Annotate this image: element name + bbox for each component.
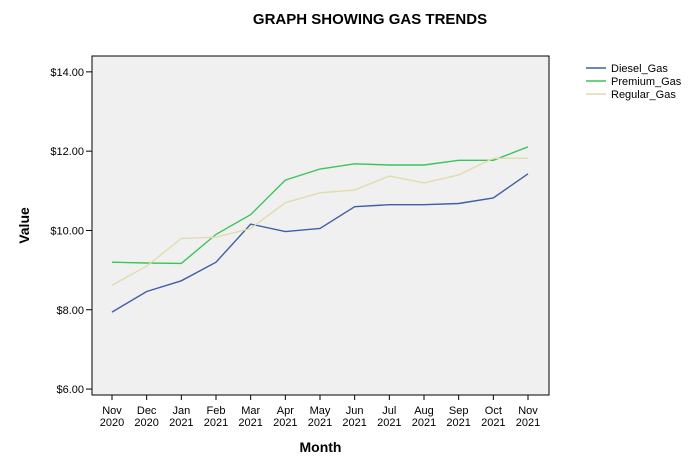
series-line-diesel-gas [111, 173, 529, 313]
y-axis: $6.00 $8.00 $10.00 $12.00 $14.00 [50, 67, 92, 396]
plot-area [91, 55, 550, 396]
x-tick-label-month: Apr [277, 405, 294, 417]
x-tick-label-year: 2020 [134, 417, 158, 429]
legend-label: Premium_Gas [611, 76, 682, 88]
x-tick-label-month: Nov [518, 405, 538, 417]
x-tick-label-year: 2021 [238, 417, 262, 429]
series-line-regular-gas [111, 157, 528, 286]
x-tick-label-month: Feb [207, 405, 226, 417]
x-tick-label-month: Oct [485, 405, 502, 417]
series-lines [111, 146, 529, 313]
x-tick-label-year: 2021 [308, 417, 332, 429]
x-tick-label-month: Sep [449, 405, 469, 417]
x-tick-label-year: 2021 [377, 417, 401, 429]
x-tick-label-year: 2021 [412, 417, 436, 429]
y-tick-label: $8.00 [56, 305, 84, 317]
y-tick-label: $12.00 [50, 146, 84, 158]
x-tick-label-year: 2020 [100, 417, 124, 429]
legend-label: Diesel_Gas [611, 63, 668, 75]
x-tick-label-month: Jan [172, 405, 190, 417]
x-tick-label-month: Nov [102, 405, 122, 417]
x-tick-label-year: 2021 [169, 417, 193, 429]
x-tick-label-year: 2021 [446, 417, 470, 429]
x-tick-label-year: 2021 [481, 417, 505, 429]
legend-label: Regular_Gas [611, 89, 676, 101]
y-tick-label: $10.00 [50, 225, 84, 237]
x-axis-label: Month [300, 439, 342, 455]
x-axis: Nov2020Dec2020Jan2021Feb2021Mar2021Apr20… [100, 395, 540, 429]
x-tick-label-year: 2021 [342, 417, 366, 429]
y-tick-label: $6.00 [56, 384, 84, 396]
x-tick-label-month: Jul [382, 405, 396, 417]
y-tick-label: $14.00 [50, 67, 84, 79]
x-tick-label-month: Mar [241, 405, 260, 417]
series-line-premium-gas [111, 146, 529, 265]
chart-title: GRAPH SHOWING GAS TRENDS [253, 11, 487, 28]
x-tick-label-year: 2021 [516, 417, 540, 429]
y-axis-label: Value [16, 207, 32, 244]
x-tick-label-month: May [310, 405, 331, 417]
x-tick-label-month: Jun [346, 405, 364, 417]
x-tick-label-month: Aug [414, 405, 434, 417]
x-tick-label-year: 2021 [204, 417, 228, 429]
x-tick-label-month: Dec [137, 405, 157, 417]
x-tick-label-year: 2021 [273, 417, 297, 429]
